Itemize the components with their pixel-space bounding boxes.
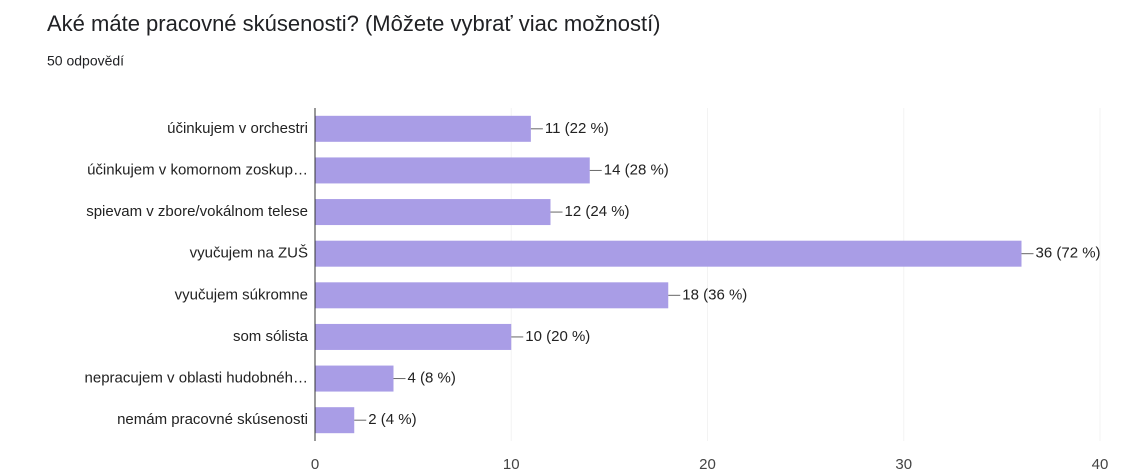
x-tick-label: 10 [503,456,520,473]
bar [315,323,512,350]
value-label: 12 (24 %) [565,203,630,220]
bar [315,115,531,142]
bar [315,365,394,392]
y-tick-label: účinkujem v orchestri [167,120,308,137]
value-label: 10 (20 %) [525,328,590,345]
x-tick-label: 20 [699,456,716,473]
bar [315,240,1022,267]
chart-title: Aké máte pracovné skúsenosti? (Môžete vy… [47,11,661,36]
y-tick-label: vyučujem súkromne [175,286,308,303]
bar [315,199,551,226]
y-tick-label: spievam v zbore/vokálnom telese [86,203,308,220]
y-tick-label: účinkujem v komornom zoskup… [87,161,308,178]
y-tick-label: nepracujem v oblasti hudobnéh… [85,370,308,387]
value-label: 18 (36 %) [682,286,747,303]
value-label: 11 (22 %) [545,120,609,137]
value-label: 36 (72 %) [1036,245,1101,262]
y-tick-label: nemám pracovné skúsenosti [117,411,308,428]
y-tick-label: som sólista [233,328,309,345]
value-label: 14 (28 %) [604,161,669,178]
x-tick-label: 40 [1092,456,1109,473]
value-label: 2 (4 %) [368,411,416,428]
y-tick-label: vyučujem na ZUŠ [190,245,308,262]
bar [315,157,590,184]
x-tick-label: 0 [311,456,319,473]
bar [315,282,669,309]
value-label: 4 (8 %) [408,370,456,387]
bar [315,407,355,434]
chart-subtitle: 50 odpovědí [47,53,124,69]
x-tick-label: 30 [895,456,912,473]
